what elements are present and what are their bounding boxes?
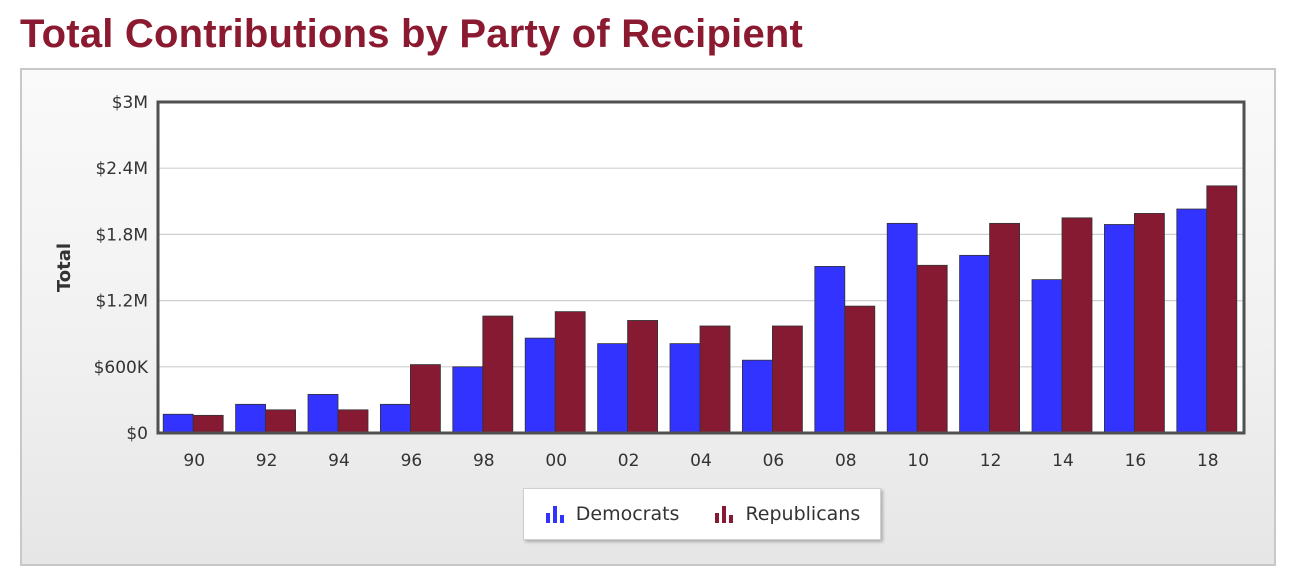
bar-republicans-02 (627, 320, 658, 434)
bar-republicans-00 (554, 311, 586, 434)
bar-republicans-14 (1061, 217, 1093, 434)
x-tick-label: 98 (473, 451, 495, 471)
x-tick-label: 12 (980, 451, 1002, 471)
bar-republicans-06 (772, 325, 803, 434)
bar-republicans-16 (1134, 213, 1165, 434)
plot-frame (156, 100, 1246, 435)
bar-republicans-18 (1206, 185, 1238, 434)
legend-label-republicans: Republicans (745, 503, 861, 525)
bar-chart-icon (545, 506, 564, 523)
bar-democrats-94 (307, 393, 339, 434)
chart-legend: Democrats Republicans (523, 488, 881, 540)
bar-democrats-98 (452, 366, 484, 434)
bar-republicans-96 (409, 364, 441, 434)
y-axis-title: Total (54, 243, 75, 292)
bar-democrats-14 (1031, 279, 1063, 434)
x-tick-label: 92 (256, 451, 278, 471)
bar-democrats-08 (814, 265, 846, 434)
bar-republicans-98 (482, 315, 514, 434)
y-tick-label: $0 (126, 424, 148, 444)
y-tick-label: $1.8M (95, 225, 148, 245)
y-tick-label: $2.4M (95, 159, 148, 179)
bar-republicans-92 (265, 409, 297, 434)
x-tick-label: 94 (328, 451, 350, 471)
x-tick-label: 02 (618, 451, 640, 471)
bar-republicans-10 (916, 264, 948, 434)
bar-republicans-08 (844, 305, 876, 434)
bar-republicans-94 (337, 409, 369, 434)
x-tick-label: 06 (763, 451, 785, 471)
x-tick-label: 14 (1052, 451, 1074, 471)
x-tick-label: 04 (690, 451, 712, 471)
bar-democrats-16 (1104, 224, 1135, 434)
x-tick-label: 96 (401, 451, 423, 471)
bar-democrats-02 (597, 343, 628, 434)
bar-democrats-04 (669, 343, 701, 434)
bar-democrats-90 (162, 413, 194, 434)
x-tick-label: 18 (1197, 451, 1219, 471)
bar-chart-icon (715, 506, 734, 523)
y-tick-label: $3M (112, 93, 148, 113)
bar-democrats-06 (742, 359, 773, 434)
y-tick-label: $1.2M (95, 292, 148, 312)
legend-item-democrats[interactable]: Democrats (544, 503, 680, 525)
legend-label-democrats: Democrats (575, 503, 680, 525)
bar-democrats-92 (235, 403, 267, 434)
x-tick-label: 10 (907, 451, 929, 471)
y-tick-label: $600K (94, 358, 149, 378)
x-tick-label: 00 (545, 451, 567, 471)
legend-item-republicans[interactable]: Republicans (713, 503, 860, 525)
bar-democrats-10 (886, 222, 918, 434)
bar-democrats-00 (524, 337, 556, 434)
bar-republicans-90 (192, 414, 224, 434)
x-tick-label: 16 (1125, 451, 1147, 471)
bar-democrats-96 (379, 403, 411, 434)
bar-democrats-12 (959, 254, 990, 434)
bar-republicans-12 (989, 222, 1020, 434)
bar-democrats-18 (1176, 208, 1208, 434)
x-tick-label: 90 (183, 451, 205, 471)
page-title: Total Contributions by Party of Recipien… (20, 12, 804, 56)
x-tick-label: 08 (835, 451, 857, 471)
bar-republicans-04 (699, 325, 731, 434)
